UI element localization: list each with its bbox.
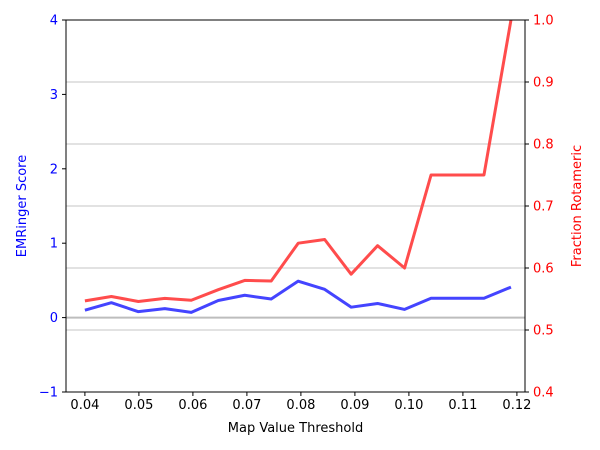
y-left-tick-label: 4 — [50, 14, 58, 29]
y-left-tick-label: 3 — [50, 88, 58, 103]
y-axis-right-label: Fraction Rotameric — [570, 145, 585, 267]
y-right-tick-label: 0.8 — [533, 138, 554, 153]
x-tick-label: 0.08 — [286, 398, 315, 413]
x-tick-label: 0.10 — [394, 398, 423, 413]
x-tick-label: 0.09 — [340, 398, 369, 413]
y-right-tick-label: 1.0 — [533, 14, 554, 29]
y-right-tick-label: 0.5 — [533, 324, 554, 339]
y-right-tick-label: 0.7 — [533, 200, 554, 215]
x-tick-label: 0.07 — [232, 398, 261, 413]
y-left-tick-label: 2 — [50, 162, 58, 177]
x-axis-label: Map Value Threshold — [228, 421, 363, 436]
series-line-emringer-score — [84, 279, 512, 314]
y-left-tick-label: −1 — [39, 386, 58, 401]
y-right-tick-label: 0.9 — [533, 76, 554, 91]
series-layer — [84, 19, 513, 314]
y-right-tick-label: 0.6 — [533, 262, 554, 277]
x-tick-label: 0.12 — [502, 398, 531, 413]
y-axis-right: 0.4 0.5 0.6 0.7 0.8 0.9 1.0 — [525, 14, 554, 401]
x-tick-label: 0.06 — [178, 398, 207, 413]
y-right-tick-label: 0.4 — [533, 386, 554, 401]
y-left-tick-label: 1 — [50, 237, 58, 252]
series-line-fraction-rotameric — [84, 19, 513, 303]
x-tick-label: 0.11 — [448, 398, 477, 413]
x-axis: 0.04 0.05 0.06 0.07 0.08 0.09 0.10 0.11 0.12 — [70, 392, 531, 413]
x-tick-label: 0.04 — [70, 398, 99, 413]
y-left-tick-label: 0 — [50, 311, 58, 326]
y-axis-left-label: EMRinger Score — [15, 155, 30, 257]
x-tick-label: 0.05 — [124, 398, 153, 413]
y-axis-left: −1 0 1 2 3 4 — [39, 14, 66, 401]
